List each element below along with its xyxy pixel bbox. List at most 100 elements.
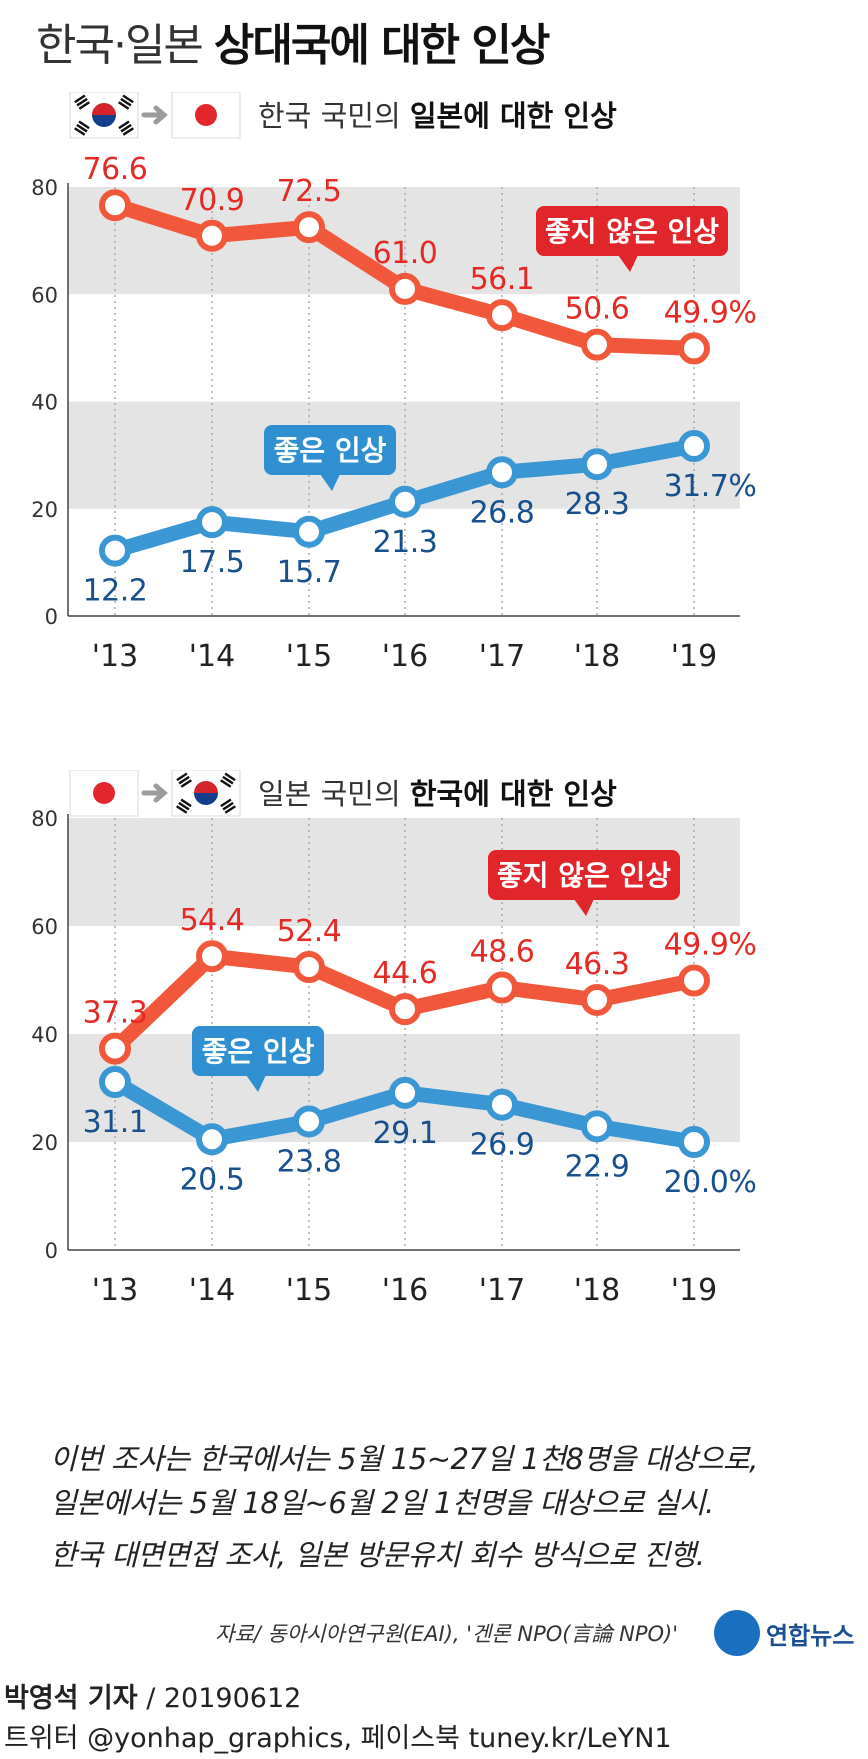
korea-flag [69,92,139,139]
y-tick-label: 0 [45,1239,58,1263]
legend-label: 좋은 인상 [274,434,387,467]
data-point [293,951,325,984]
x-tick-label: '18 [574,639,620,674]
data-label: 22.9 [565,1149,630,1184]
yonhap-logo-text: 연합뉴스 [766,1622,855,1650]
y-tick-label: 20 [31,498,58,522]
chart-subtitle-light: 한국 국민의 [258,99,410,133]
survey-note-2: 일본에서는 5월 18일~6월 2일 1천명을 대상으로 실시. [50,1486,714,1520]
data-label: 26.9 [470,1128,535,1163]
y-tick-label: 80 [31,807,58,831]
data-label: 21.3 [373,525,438,560]
x-tick-label: '19 [671,1273,717,1308]
legend-label: 좋지 않은 인상 [545,215,719,248]
data-label: 20.5 [180,1162,245,1197]
arrow-right-icon [141,105,168,125]
data-label: 28.3 [565,487,630,522]
social-links: 트위터 @yonhap_graphics, 페이스북 tuney.kr/LeYN… [4,1723,672,1754]
source-credit: 자료/ 동아시아연구원(EAI), '겐론 NPO(言論 NPO)' [215,1622,678,1646]
x-tick-label: '17 [479,1273,525,1308]
data-point [293,1105,325,1138]
x-tick-label: '14 [189,639,235,674]
data-point [99,1032,131,1065]
publish-date: / 20190612 [146,1683,302,1714]
data-label: 29.1 [373,1116,438,1151]
data-label: 72.5 [277,174,342,209]
data-label: 44.6 [373,956,438,991]
survey-note-1: 이번 조사는 한국에서는 5월 15~27일 1천8명을 대상으로, [50,1442,758,1476]
data-point [99,1066,131,1099]
chart-subtitle-bold: 일본에 대한 인상 [410,99,617,133]
legend-callout: 좋지 않은 인상 [536,206,728,272]
data-label: 15.7 [277,555,342,590]
chart-subtitle-light: 일본 국민의 [258,777,410,811]
page-title: 한국·일본 상대국에 대한 인상 [36,18,550,74]
data-point [196,1123,228,1156]
legend-label: 좋지 않은 인상 [497,859,671,892]
data-point [389,272,421,305]
data-point [196,940,228,973]
chart-subtitle: 일본 국민의 한국에 대한 인상 [258,777,617,811]
x-tick-label: '18 [574,1273,620,1308]
x-tick-label: '19 [671,639,717,674]
data-point [99,534,131,567]
x-tick-label: '13 [92,1273,138,1308]
data-point [486,299,518,332]
data-label: 37.3 [83,996,148,1031]
data-label: 48.6 [470,935,535,970]
data-label: 46.3 [565,947,630,982]
data-point [581,448,613,481]
data-point [678,964,710,997]
data-label: 12.2 [83,574,148,609]
y-tick-label: 60 [31,915,58,939]
data-label: 52.4 [277,914,342,949]
legend-callout: 좋은 인상 [264,425,396,491]
data-point [581,1110,613,1143]
data-label: 61.0 [373,236,438,271]
arrow-right-icon [141,783,168,803]
byline: 박영석 기자 / 20190612 [4,1676,301,1715]
data-point [486,1088,518,1121]
data-point [486,456,518,489]
data-point [581,328,613,361]
data-point [389,993,421,1026]
data-label: 56.1 [470,262,535,297]
data-point [196,506,228,539]
x-tick-label: '16 [382,1273,428,1308]
data-label: 17.5 [180,545,245,580]
data-point [389,1076,421,1109]
chart-japan-to-korea: 일본 국민의 한국에 대한 인상 0 20 40 60 80 '13 '14 '15 '16 '17… [31,770,757,1308]
data-point [581,983,613,1016]
x-tick-label: '16 [382,639,428,674]
reporter-name: 박영석 기자 [4,1683,138,1714]
y-tick-label: 0 [45,605,58,629]
data-point [486,971,518,1004]
survey-note-3: 한국 대면면접 조사, 일본 방문유치 회수 방식으로 진행. [50,1538,705,1572]
y-tick-label: 60 [31,283,58,307]
data-point [99,189,131,222]
x-tick-label: '15 [286,1273,332,1308]
data-point [389,485,421,518]
data-point [678,1126,710,1158]
title-main: 상대국에 대한 인상 [213,20,550,71]
yonhap-logo-icon [714,1610,760,1656]
chart-korea-to-japan: 한국 국민의 일본에 대한 인상 0 20 40 60 80 '13 '14 '15 '16 '17… [31,92,757,674]
data-label: 50.6 [565,292,630,327]
data-label: 26.8 [470,495,535,530]
chart-subtitle: 한국 국민의 일본에 대한 인상 [258,99,617,133]
data-label: 70.9 [180,183,245,218]
data-label: 49.9% [664,295,757,330]
data-label: 31.1 [83,1105,148,1140]
x-tick-label: '13 [92,639,138,674]
data-label: 76.6 [83,152,148,187]
legend-callout: 좋은 인상 [192,1026,324,1092]
data-label: 20.0% [664,1165,757,1200]
x-tick-label: '15 [286,639,332,674]
data-label: 54.4 [180,903,245,938]
chart-subtitle-bold: 한국에 대한 인상 [410,777,617,811]
data-point [678,332,710,365]
x-tick-label: '14 [189,1273,235,1308]
data-label: 49.9% [664,928,757,963]
y-tick-label: 40 [31,391,58,415]
legend-callout: 좋지 않은 인상 [488,850,680,916]
